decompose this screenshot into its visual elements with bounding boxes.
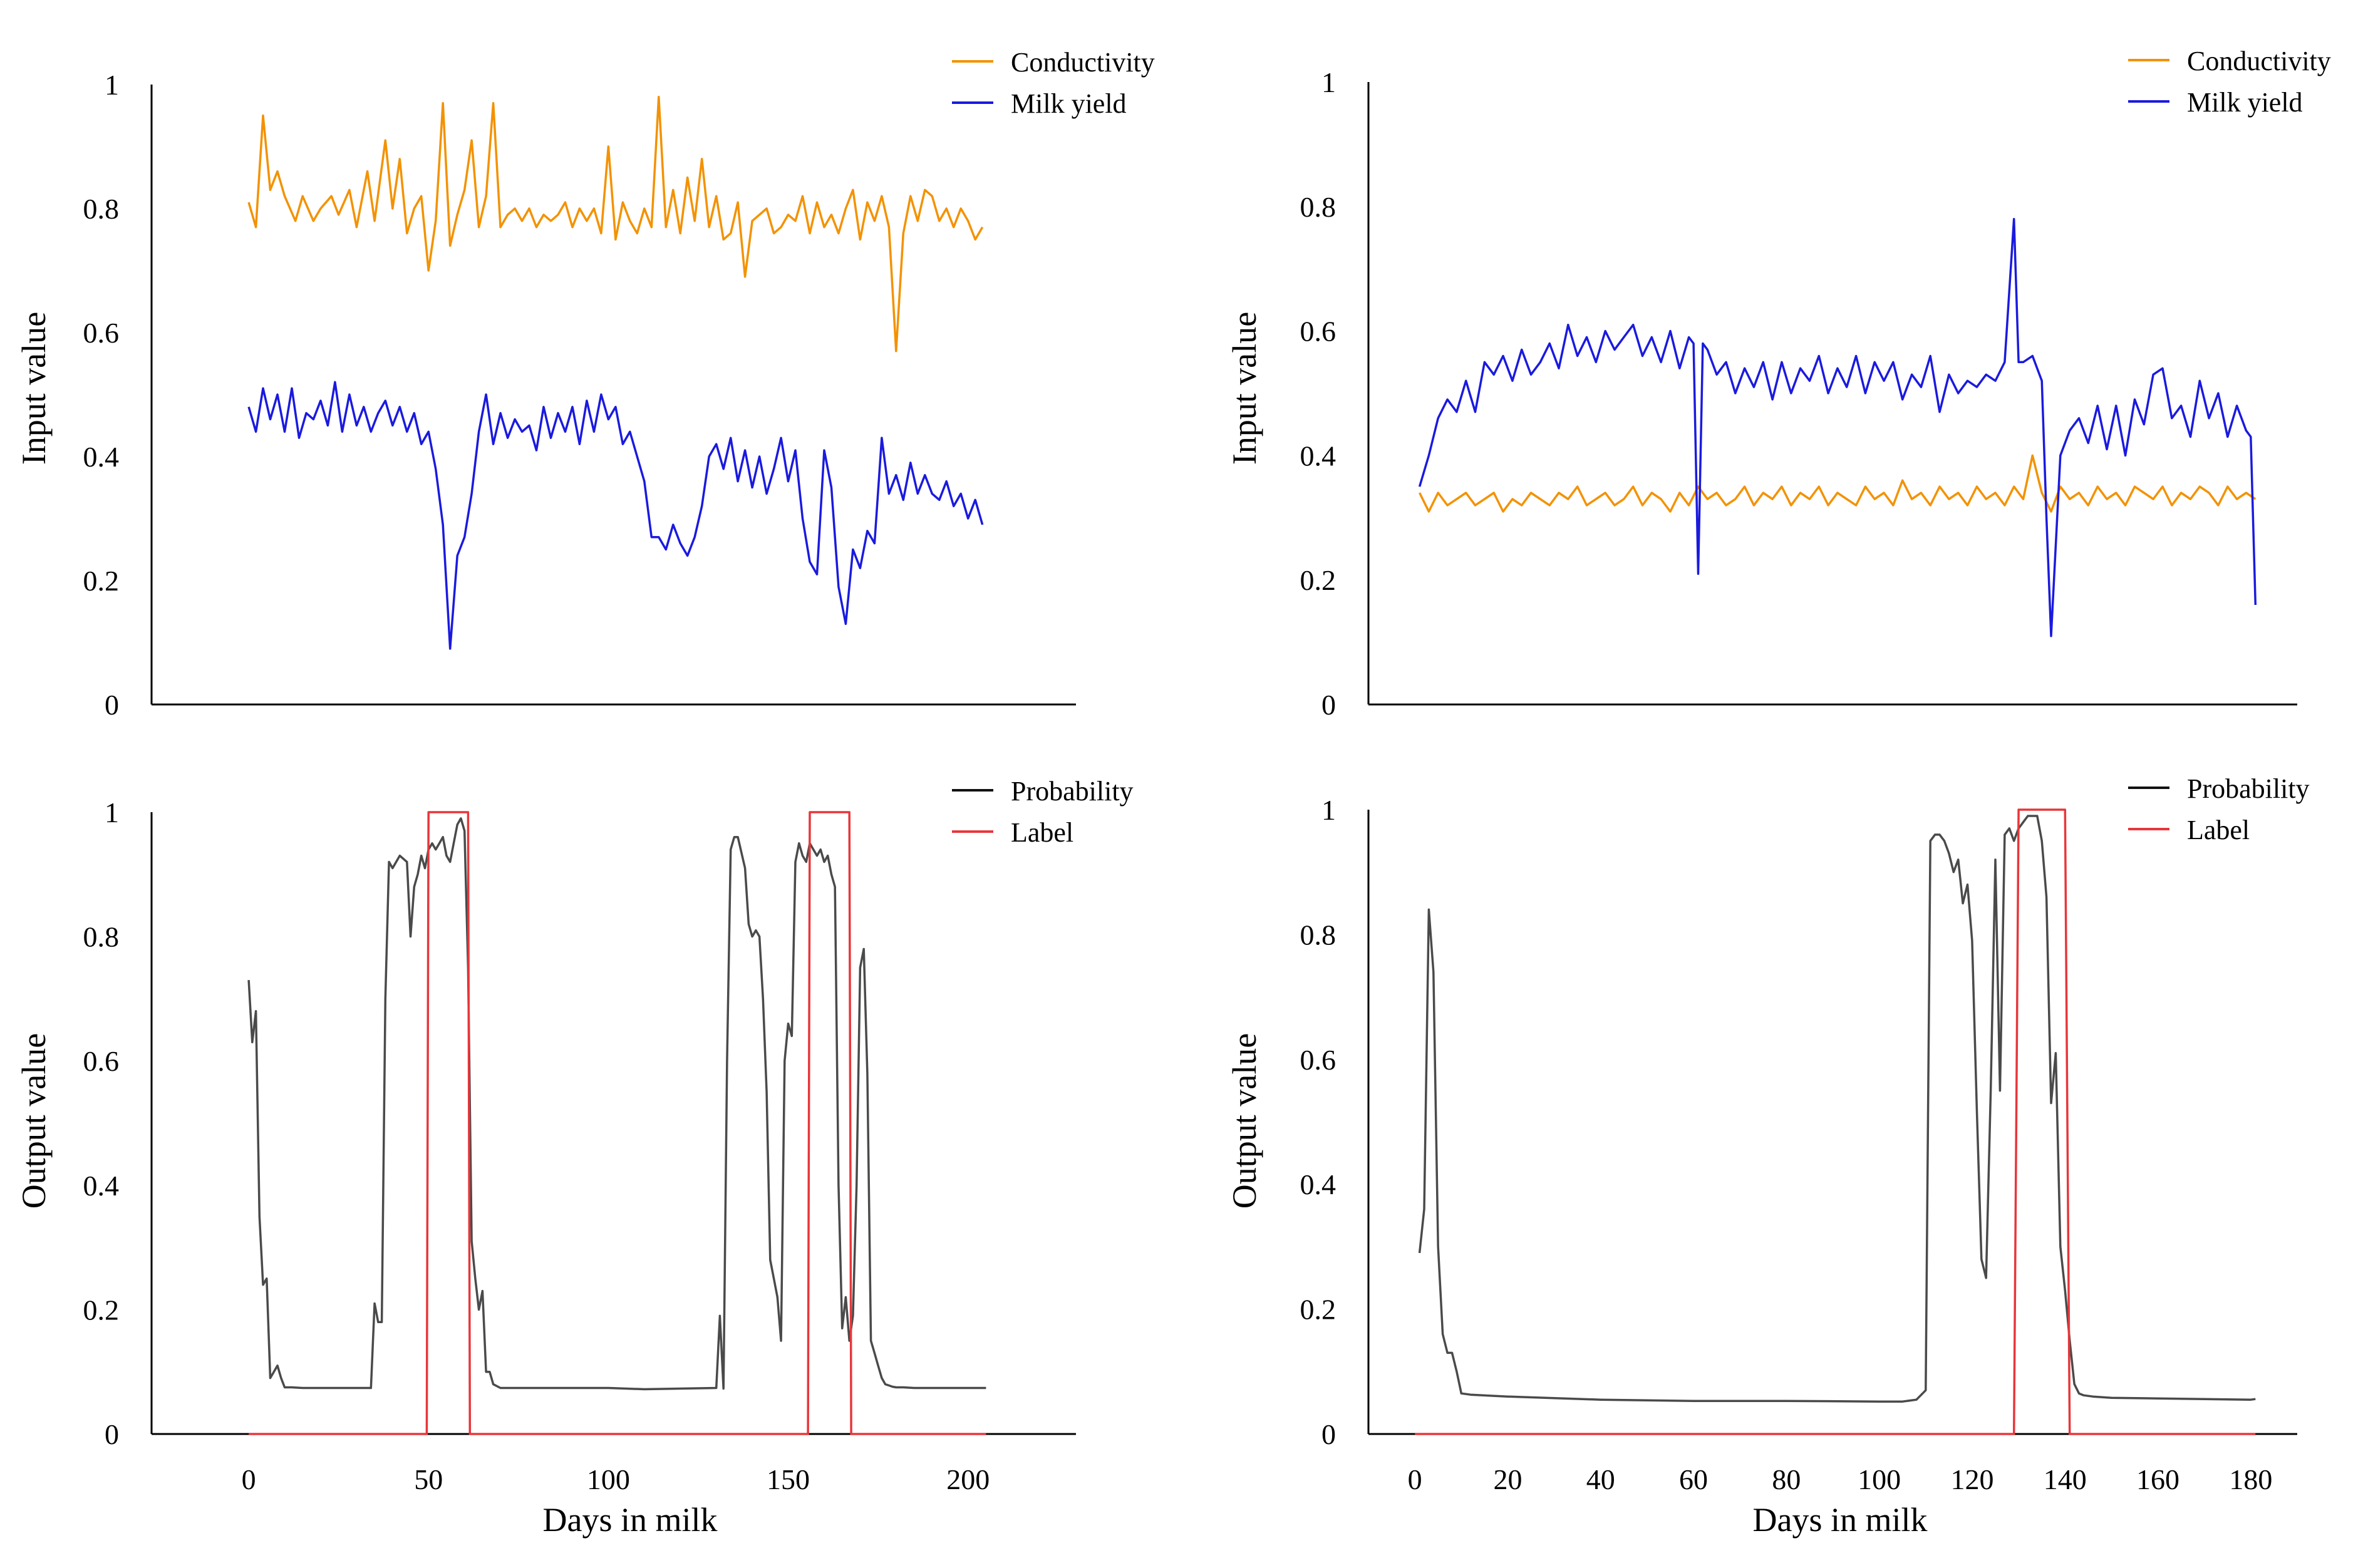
panel-bottom-right: Output value Days in milk Probability La…: [1226, 773, 2310, 1539]
x-tick-label: 100: [587, 1463, 630, 1495]
y-tick-label: 0.6: [83, 317, 120, 349]
y-tick-label: 0.6: [1300, 1044, 1337, 1076]
y-tick-label: 0.8: [83, 921, 120, 953]
y-tick-label: 0: [1321, 689, 1336, 721]
legend: Conductivity Milk yield: [952, 47, 1155, 119]
legend-label-probability: Probability: [2187, 773, 2310, 804]
x-tick-label: 0: [242, 1463, 256, 1495]
y-tick-label: 1: [1321, 794, 1336, 826]
legend: Conductivity Milk yield: [2128, 46, 2331, 118]
series-line-probability: [1418, 815, 2256, 1403]
legend-label-conductivity: Conductivity: [1011, 47, 1155, 78]
series-line-label: [249, 811, 986, 1435]
y-tick-label: 0.6: [83, 1045, 120, 1077]
y-tick-label: 1: [105, 797, 119, 828]
series-line-label: [1415, 808, 2256, 1435]
legend: Probability Label: [952, 776, 1134, 848]
legend-label-milk-yield: Milk yield: [2187, 87, 2303, 118]
legend-label-probability: Probability: [1011, 776, 1134, 807]
y-tick-label: 0.4: [1300, 440, 1337, 472]
panel-bottom-left: Output value Days in milk Probability La…: [15, 776, 1134, 1539]
x-tick-label: 150: [767, 1463, 810, 1495]
legend-label-label: Label: [1011, 817, 1073, 848]
y-axis-label: Output value: [15, 1033, 53, 1209]
y-tick-label: 1: [1321, 66, 1336, 98]
x-tick-label: 50: [414, 1463, 443, 1495]
y-axis-label: Input value: [1226, 312, 1263, 465]
x-tick-label: 80: [1772, 1463, 1801, 1495]
x-tick-label: 140: [2044, 1463, 2087, 1495]
y-tick-label: 0.8: [83, 193, 120, 225]
y-tick-label: 0.4: [83, 1170, 120, 1202]
y-tick-label: 0.8: [1300, 919, 1337, 951]
y-tick-label: 0.2: [1300, 1294, 1337, 1326]
y-tick-label: 0: [105, 1418, 119, 1450]
y-tick-label: 0.4: [1300, 1168, 1337, 1200]
legend-label-label: Label: [2187, 815, 2250, 845]
x-tick-label: 20: [1493, 1463, 1522, 1495]
x-tick-label: 200: [946, 1463, 990, 1495]
y-axis-label: Output value: [1226, 1033, 1263, 1209]
y-axis-label: Input value: [15, 312, 53, 465]
y-tick-label: 1: [105, 69, 119, 101]
y-tick-label: 0: [1321, 1418, 1336, 1450]
x-axis-label: Days in milk: [543, 1501, 718, 1539]
y-tick-label: 0.6: [1300, 316, 1337, 348]
y-tick-label: 0.8: [1300, 191, 1337, 223]
x-tick-label: 120: [1950, 1463, 1993, 1495]
legend-label-milk-yield: Milk yield: [1011, 88, 1127, 119]
y-tick-label: 0.4: [83, 441, 120, 473]
panel-top-right: Input value Conductivity Milk yield 0 0.2…: [1226, 46, 2331, 721]
x-tick-label: 60: [1679, 1463, 1708, 1495]
x-tick-label: 0: [1408, 1463, 1422, 1495]
y-tick-label: 0: [105, 689, 119, 721]
x-axis-label: Days in milk: [1753, 1501, 1928, 1539]
series-line-conductivity: [247, 96, 984, 353]
x-tick-label: 100: [1858, 1463, 1901, 1495]
series-line-milk-yield: [1418, 217, 2257, 637]
panel-top-left: Input value Conductivity Milk yield 0 0.2…: [15, 47, 1155, 721]
series-line-conductivity: [1419, 454, 2257, 513]
series-line-milk-yield: [247, 381, 984, 650]
x-tick-label: 160: [2136, 1463, 2179, 1495]
legend: Probability Label: [2128, 773, 2310, 845]
y-tick-label: 0.2: [83, 565, 120, 597]
y-tick-label: 0.2: [83, 1294, 120, 1326]
x-tick-label: 180: [2229, 1463, 2272, 1495]
x-tick-label: 40: [1586, 1463, 1615, 1495]
y-tick-label: 0.2: [1300, 564, 1337, 596]
legend-label-conductivity: Conductivity: [2187, 46, 2331, 76]
